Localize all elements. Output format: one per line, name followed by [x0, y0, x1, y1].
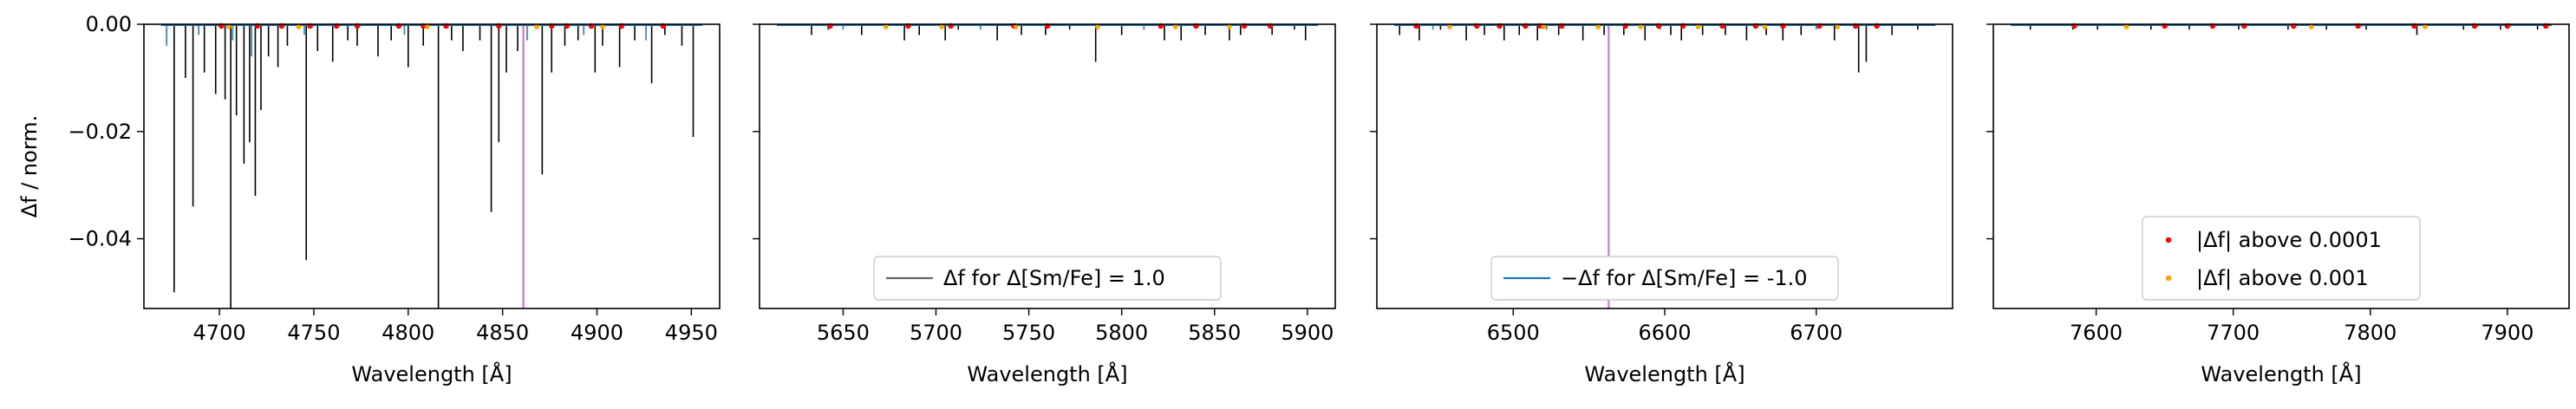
x-tick-label: 7700 — [2207, 321, 2260, 345]
marker-above-1e-3 — [2123, 24, 2129, 29]
marker-above-1e-3 — [939, 24, 944, 29]
marker-above-1e-3 — [424, 24, 430, 29]
x-tick-label: 7600 — [2070, 321, 2123, 345]
marker-above-1e-3 — [1762, 24, 1768, 29]
marker-above-1e-3 — [2308, 24, 2314, 29]
y-tick-label: 0.00 — [86, 12, 132, 36]
marker-above-1e-3 — [1695, 24, 1701, 29]
marker-above-1e-3 — [296, 24, 302, 29]
x-tick-label: 5750 — [1002, 321, 1055, 345]
y-tick-label: −0.02 — [68, 120, 132, 144]
legend-box — [873, 256, 1222, 301]
y-tick-label: −0.04 — [68, 227, 132, 251]
marker-above-1e-3 — [534, 24, 539, 29]
marker-above-1e-3 — [1095, 24, 1100, 29]
x-tick-label: 5700 — [910, 321, 962, 345]
legend-label: |Δf| above 0.001 — [2196, 266, 2369, 290]
x-tick-label: 4800 — [382, 321, 434, 345]
x-tick-label: 5800 — [1095, 321, 1148, 345]
axes-frame — [759, 23, 1336, 309]
marker-above-1e-3 — [1172, 24, 1178, 29]
legend-marker-swatch — [2165, 275, 2172, 282]
chart-panel-3: 6500 6600 6700 Wavelength [Å] −Δf for Δ[Sm/F… — [1370, 23, 1953, 386]
x-axis-label: Wavelength [Å] — [967, 361, 1127, 386]
x-tick-label: 4900 — [571, 321, 623, 345]
x-axis-label: Wavelength [Å] — [1584, 361, 1745, 386]
marker-above-1e-3 — [1638, 24, 1643, 29]
x-tick-label: 4700 — [193, 321, 246, 345]
x-tick-label: 5900 — [1281, 321, 1334, 345]
x-tick-label: 6600 — [1638, 321, 1691, 345]
x-tick-label: 7900 — [2481, 321, 2534, 345]
legend: −Δf for Δ[Sm/Fe] = -1.0 — [1490, 256, 1839, 301]
legend: Δf for Δ[Sm/Fe] = 1.0 — [873, 256, 1222, 301]
x-tick-label: 5650 — [817, 321, 870, 345]
chart-panel-1: 4700 4750 4800 4850 4900 4950 0.00 −0.02 −0.04 Wa… — [68, 12, 721, 386]
legend-label: Δf for Δ[Sm/Fe] = 1.0 — [943, 266, 1165, 290]
marker-above-1e-3 — [2423, 24, 2428, 29]
chart-panel-4: 7600 7700 7800 7900 Wavelength [Å] |Δf| above… — [1986, 23, 2570, 386]
legend-box — [1490, 256, 1839, 301]
legend: |Δf| above 0.0001 |Δf| above 0.001 — [2142, 216, 2421, 301]
y-axis-label: Δf / norm. — [17, 115, 42, 218]
axes-frame — [143, 23, 721, 309]
x-tick-label: 7800 — [2344, 321, 2397, 345]
x-tick-label: 5850 — [1188, 321, 1241, 345]
legend-marker-swatch — [2165, 237, 2172, 243]
legend-label: −Δf for Δ[Sm/Fe] = -1.0 — [1561, 266, 1808, 290]
marker-above-1e-3 — [883, 24, 889, 29]
marker-above-1e-3 — [1227, 24, 1232, 29]
marker-above-1e-3 — [1595, 24, 1601, 29]
marker-above-1e-3 — [226, 24, 232, 29]
x-tick-label: 4950 — [665, 321, 718, 345]
chart-panel-2: 5650 5700 5750 5800 5850 5900 Wavelength [Å] Δf… — [753, 23, 1336, 386]
legend-label: |Δf| above 0.0001 — [2196, 228, 2382, 252]
marker-above-1e-3 — [1835, 24, 1840, 29]
x-axis-label: Wavelength [Å] — [2201, 361, 2361, 386]
legend-box — [2142, 216, 2421, 301]
x-tick-label: 6700 — [1790, 321, 1842, 345]
x-tick-label: 4750 — [287, 321, 340, 345]
x-tick-label: 6500 — [1487, 321, 1540, 345]
x-axis-label: Wavelength [Å] — [351, 361, 512, 386]
x-tick-label: 4850 — [476, 321, 529, 345]
marker-above-1e-3 — [1447, 24, 1452, 29]
marker-above-1e-3 — [1541, 24, 1547, 29]
axes-frame — [1992, 23, 2570, 309]
marker-above-1e-3 — [600, 24, 605, 29]
marker-above-1e-3 — [1013, 24, 1019, 29]
